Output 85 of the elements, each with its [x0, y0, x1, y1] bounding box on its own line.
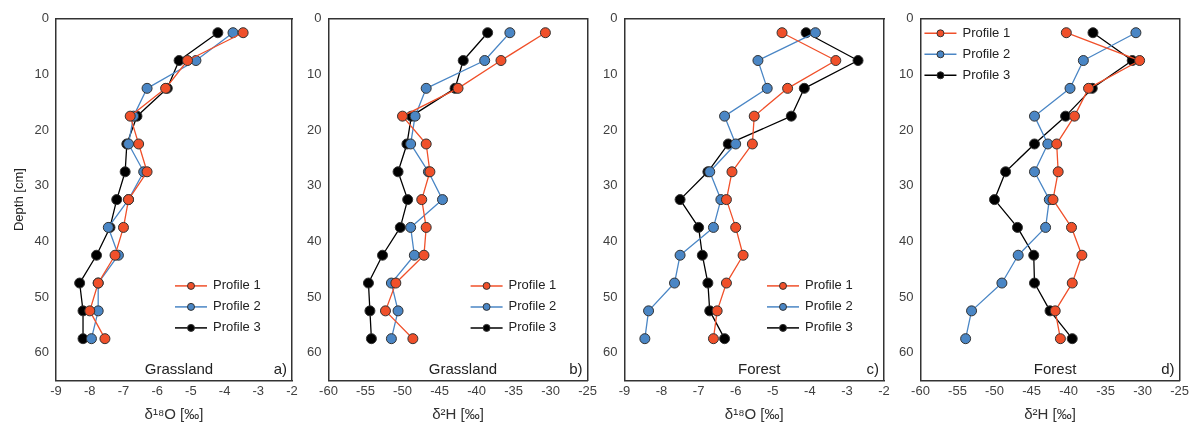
x-tick-label: -60	[319, 382, 338, 398]
y-tick-label: 40	[34, 232, 50, 248]
x-tick-label: -4	[218, 382, 231, 398]
x-tick-label: -35	[504, 382, 523, 398]
x-tick-label: -8	[83, 382, 96, 398]
x-tick-label: -6	[729, 382, 742, 398]
x-tick-label: -3	[841, 382, 853, 398]
y-tick-label: 60	[898, 344, 914, 360]
x-tick-label: -45	[430, 382, 449, 398]
x-tick-label: -8	[655, 382, 668, 398]
x-tick-label: -30	[541, 382, 560, 398]
x-tick-label: -9	[618, 382, 631, 398]
legend-label: Profile 1	[213, 277, 261, 293]
x-axis-title: δ¹⁸O [‰]	[144, 405, 204, 423]
x-tick-label: -60	[911, 382, 930, 398]
legend-label: Profile 2	[213, 298, 261, 314]
x-axis-title: δ¹⁸O [‰]	[724, 405, 784, 423]
y-tick-label: 0	[610, 10, 618, 26]
x-tick-label: -55	[356, 382, 375, 398]
x-tick-label: -50	[393, 382, 412, 398]
annotation: b)	[569, 360, 583, 378]
annotation: a)	[273, 360, 287, 378]
x-tick-label: -55	[948, 382, 967, 398]
y-tick-label: 20	[306, 121, 322, 137]
legend-label: Profile 3	[805, 319, 853, 335]
x-tick-label: -30	[1133, 382, 1152, 398]
y-tick-label: 10	[34, 66, 50, 82]
x-axis-title: δ²H [‰]	[432, 405, 484, 423]
x-tick-label: -3	[252, 382, 265, 398]
legend-label: Profile 1	[805, 277, 853, 293]
annotation: Grassland	[144, 360, 214, 378]
x-tick-label: -40	[467, 382, 486, 398]
y-tick-label: 30	[306, 177, 322, 193]
x-tick-label: -45	[1022, 382, 1041, 398]
x-tick-label: -2	[286, 382, 298, 398]
annotation: c)	[866, 360, 879, 378]
x-tick-label: -5	[185, 382, 197, 398]
x-tick-label: -25	[1170, 382, 1189, 398]
annotation: Grassland	[428, 360, 498, 378]
x-tick-label: -4	[804, 382, 816, 398]
y-tick-label: 20	[34, 121, 50, 137]
legend-label: Profile 2	[508, 298, 557, 314]
y-tick-label: 50	[602, 288, 618, 304]
y-tick-label: 50	[898, 288, 914, 304]
y-tick-label: 40	[306, 232, 322, 248]
y-tick-label: 0	[314, 10, 322, 26]
x-tick-label: -7	[117, 382, 130, 398]
y-tick-label: 50	[306, 288, 322, 304]
x-tick-label: -7	[692, 382, 705, 398]
legend-label: Profile 2	[962, 45, 1011, 61]
x-tick-label: -2	[878, 382, 890, 398]
annotation: d)	[1161, 360, 1175, 378]
y-tick-label: 60	[602, 344, 618, 360]
x-tick-label: -5	[766, 382, 779, 398]
y-tick-label: 60	[306, 344, 322, 360]
annotation: Forest	[737, 360, 782, 378]
x-tick-label: -40	[1059, 382, 1078, 398]
y-tick-label: 30	[898, 177, 914, 193]
annotation: Forest	[1033, 360, 1078, 378]
y-axis-title: Depth [cm]	[11, 168, 27, 232]
y-tick-label: 10	[306, 66, 322, 82]
x-tick-label: -6	[151, 382, 163, 398]
y-tick-label: 60	[34, 344, 50, 360]
x-tick-label: -50	[985, 382, 1004, 398]
y-tick-label: 40	[602, 232, 618, 248]
y-tick-label: 0	[906, 10, 914, 26]
y-tick-label: 30	[34, 177, 50, 193]
y-tick-label: 30	[602, 177, 618, 193]
y-tick-label: 10	[602, 66, 618, 82]
legend-label: Profile 2	[805, 298, 853, 314]
legend-label: Profile 3	[962, 66, 1011, 82]
x-tick-label: -25	[578, 382, 597, 398]
y-tick-label: 50	[34, 288, 50, 304]
y-tick-label: 0	[41, 10, 50, 26]
x-tick-label: -9	[50, 382, 62, 398]
legend-label: Profile 3	[508, 319, 557, 335]
legend-label: Profile 1	[962, 24, 1011, 40]
x-axis-title: δ²H [‰]	[1024, 405, 1076, 423]
legend-label: Profile 1	[508, 277, 557, 293]
y-tick-label: 20	[898, 121, 914, 137]
y-tick-label: 20	[602, 121, 618, 137]
legend-label: Profile 3	[213, 319, 261, 335]
y-tick-label: 40	[898, 232, 914, 248]
x-tick-label: -35	[1096, 382, 1115, 398]
y-tick-label: 10	[898, 66, 914, 82]
